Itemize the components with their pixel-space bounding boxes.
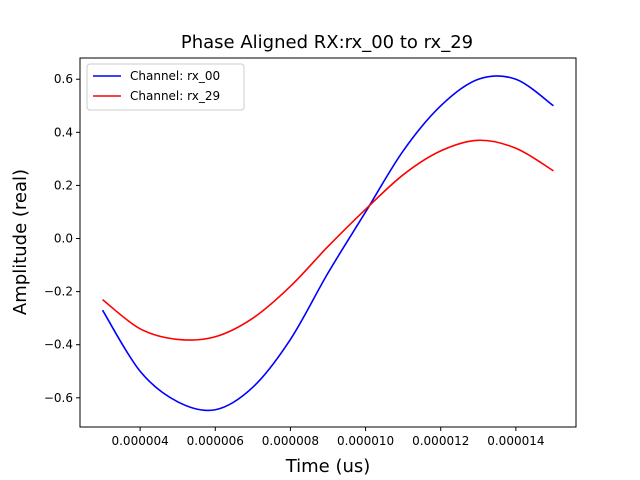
y-tick-label: −0.2	[44, 285, 73, 299]
plot-frame	[79, 57, 577, 428]
y-axis: −0.6 −0.4 −0.2 0.0 0.2 0.4 0.6	[44, 72, 80, 405]
x-axis: 0.000004 0.000006 0.000008 0.000010 0.000012…	[111, 427, 545, 448]
x-tick-label: 0.000008	[262, 434, 319, 448]
y-tick-label: 0.6	[54, 72, 73, 86]
x-tick-label: 0.000006	[187, 434, 244, 448]
legend-frame	[86, 63, 245, 111]
x-axis-label: Time (us)	[285, 456, 371, 477]
series-line-rx-29	[102, 139, 554, 341]
y-axis-label: Amplitude (real)	[10, 169, 31, 315]
chart-title: Phase Aligned RX:rx_00 to rx_29	[181, 32, 473, 53]
x-tick-label: 0.000004	[111, 434, 168, 448]
legend-entry-label: Channel: rx_29	[130, 89, 220, 103]
plot-area: 0.000004 0.000006 0.000008 0.000010 0.000012…	[44, 57, 577, 448]
y-tick-label: 0.4	[54, 125, 73, 139]
y-tick-label: 0.2	[54, 178, 73, 192]
x-tick-label: 0.000010	[337, 434, 394, 448]
series-lines	[101, 75, 554, 412]
y-tick-label: −0.4	[44, 338, 73, 352]
y-tick-label: −0.6	[44, 391, 73, 405]
y-tick-label: 0.0	[54, 232, 73, 246]
x-tick-label: 0.000014	[487, 434, 544, 448]
legend: Channel: rx_00 Channel: rx_29	[86, 63, 245, 111]
x-tick-label: 0.000012	[412, 434, 469, 448]
series-line-rx-00	[101, 75, 554, 412]
legend-entry-label: Channel: rx_00	[130, 69, 220, 83]
